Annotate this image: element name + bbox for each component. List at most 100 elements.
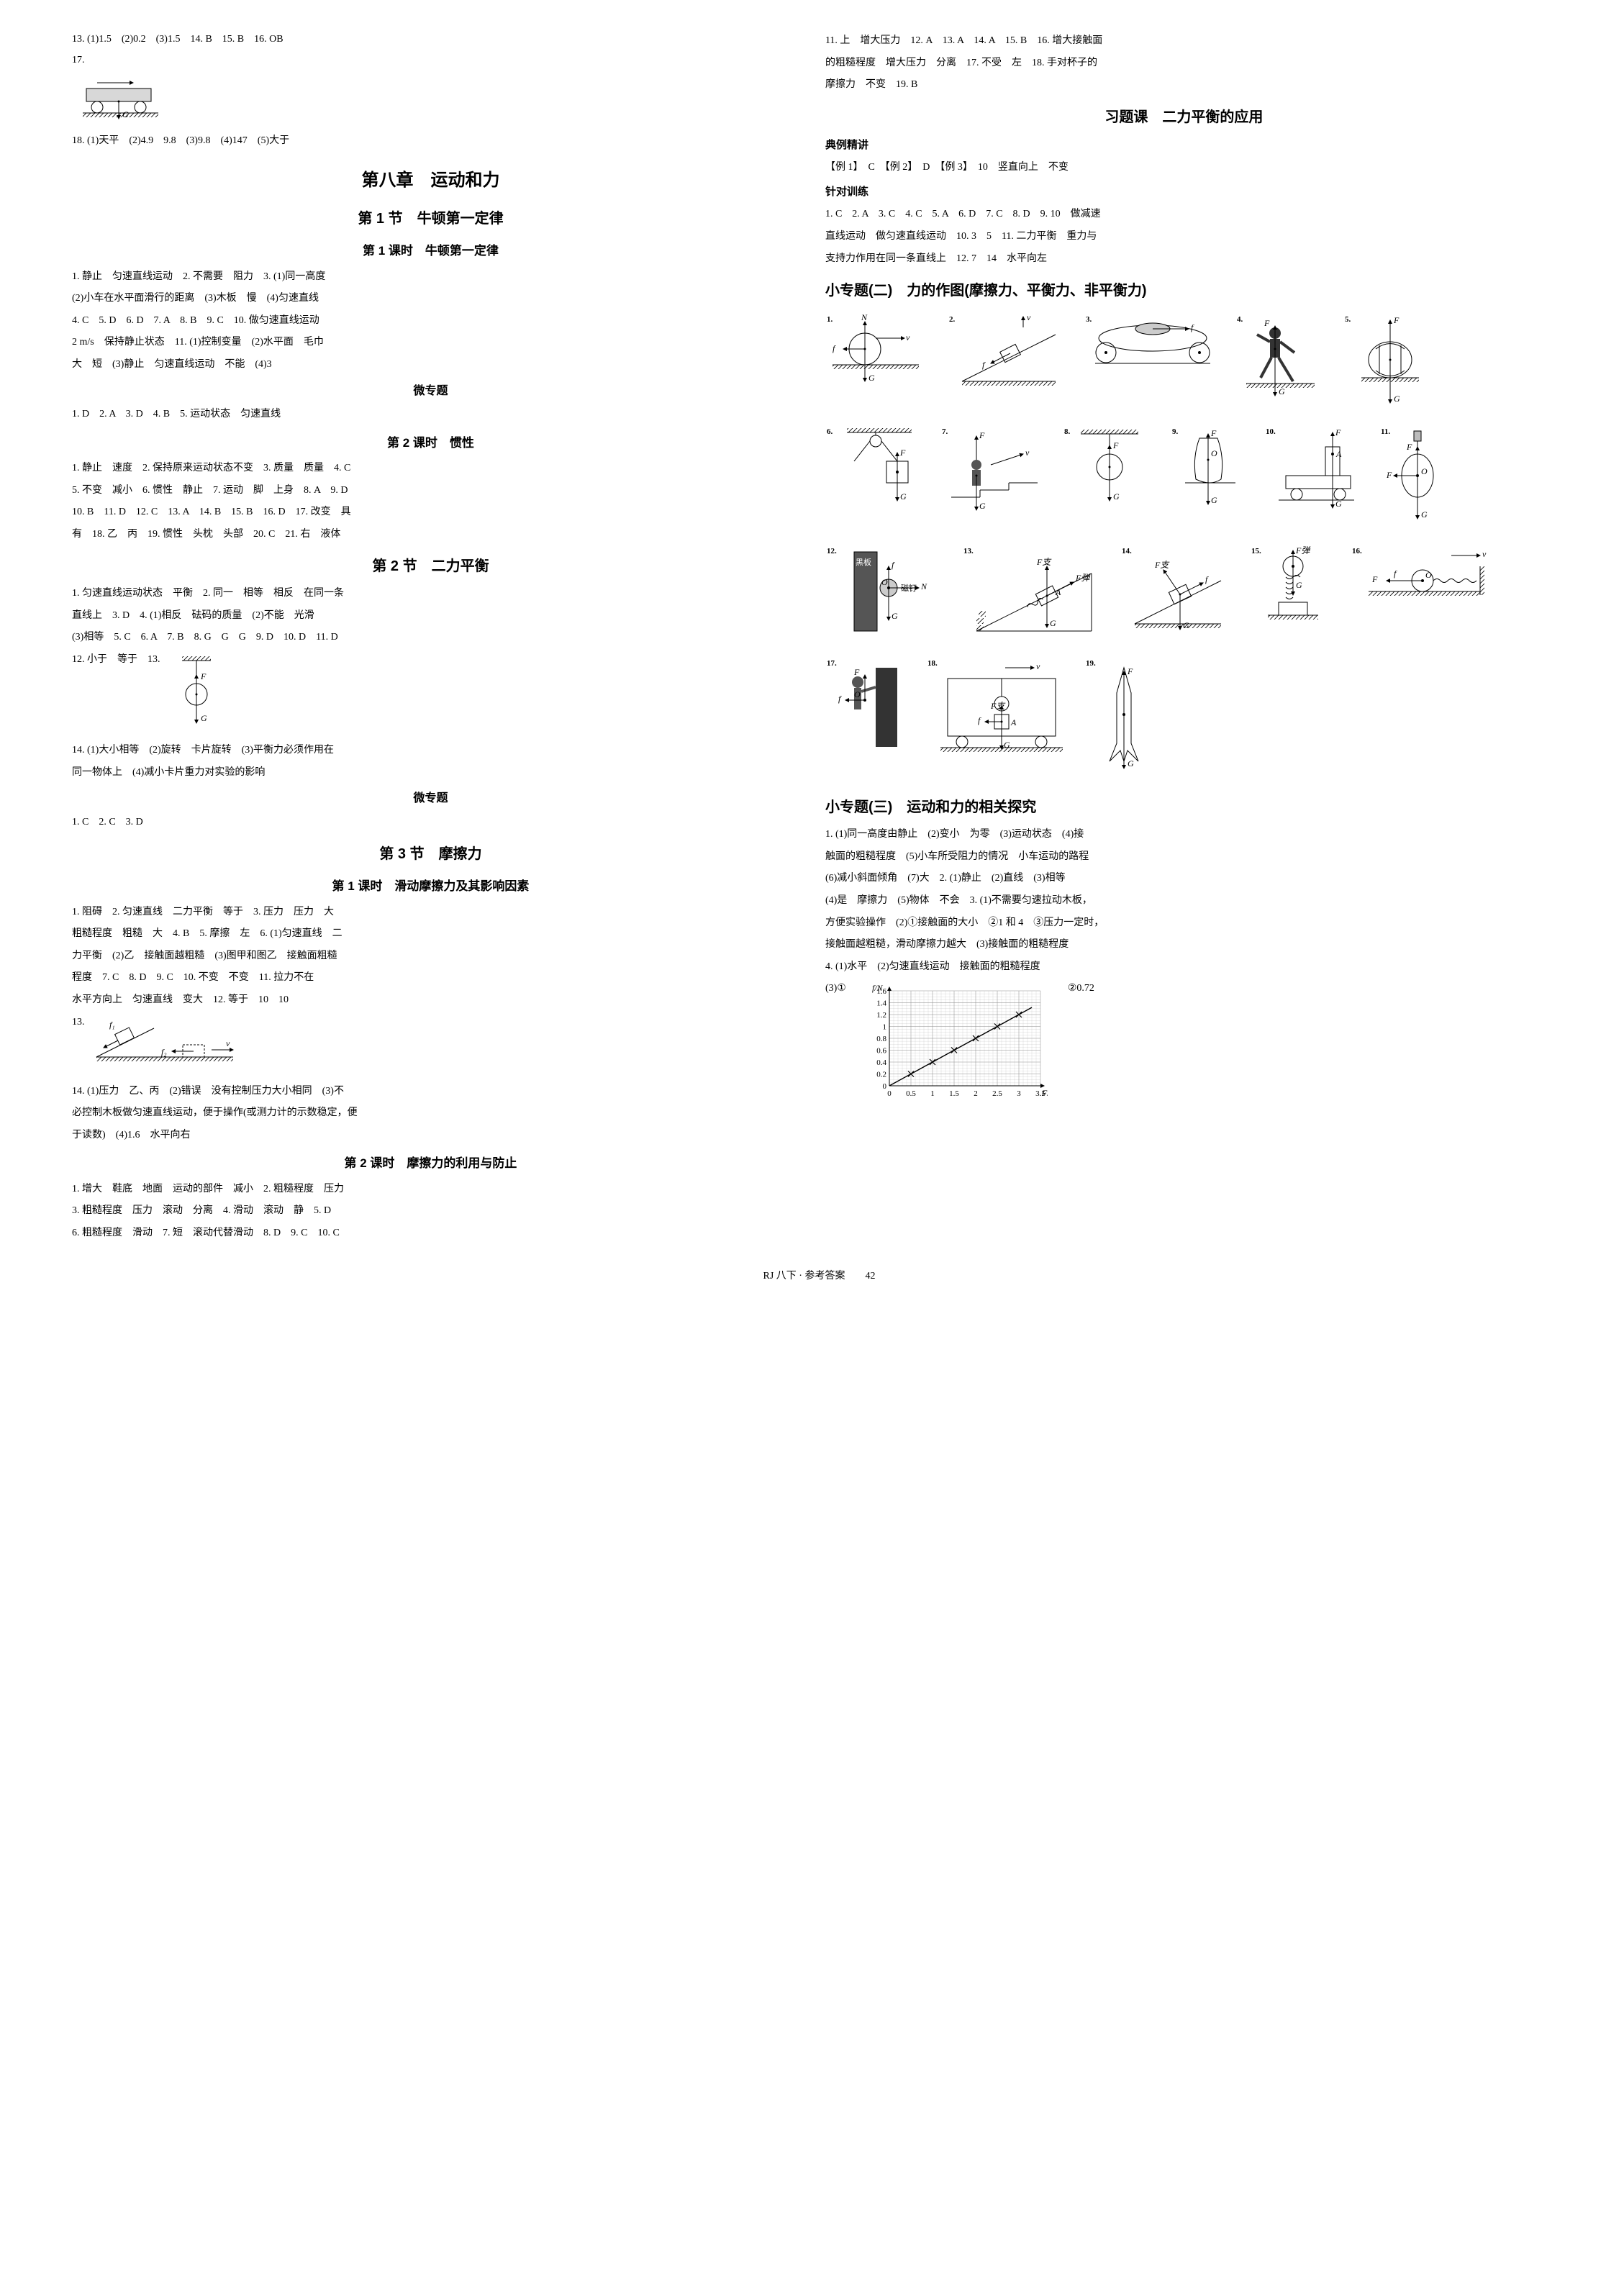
e2: 直线上 3. D 4. (1)相反 砝码的质量 (2)不能 光滑: [72, 607, 789, 626]
zdxl: 针对训练: [825, 182, 1543, 203]
svg-text:1.2: 1.2: [876, 1011, 886, 1020]
e3: (3)相等 5. C 6. A 7. B 8. G G G 9. D 10. D…: [72, 628, 789, 648]
p1-3: 4. C 5. D 6. D 7. A 8. B 9. C 10. 做匀速直线运…: [72, 312, 789, 331]
f3: 力平衡 (2)乙 接触面越粗糙 (3)图甲和图乙 接触面粗糙: [72, 947, 789, 966]
s2: 触面的粗糙程度 (5)小车所受阻力的情况 小车运动的路程: [825, 848, 1543, 867]
ans-13-16: 13. (1)1.5 (2)0.2 (3)1.5 14. B 15. B 16.…: [72, 30, 789, 50]
svg-text:F支: F支: [1036, 557, 1052, 567]
svg-text:15.: 15.: [1251, 547, 1261, 555]
svg-text:f: f: [838, 694, 842, 704]
s1: 1. (1)同一高度由静止 (2)变小 为零 (3)运动状态 (4)接: [825, 825, 1543, 845]
chapter-8-title: 第八章 运动和力: [72, 164, 789, 197]
e4: 12. 小于 等于 13.: [72, 650, 160, 670]
svg-text:v: v: [1482, 549, 1487, 559]
svg-text:F: F: [1210, 428, 1217, 438]
svg-text:4.: 4.: [1237, 315, 1243, 324]
svg-text:O: O: [1211, 448, 1217, 458]
svg-text:G: G: [1296, 580, 1302, 590]
svg-text:N: N: [861, 313, 868, 322]
svg-text:1.5: 1.5: [949, 1089, 959, 1098]
f9: 于读数) (4)1.6 水平向右: [72, 1126, 789, 1146]
f2: 粗糙程度 粗糙 大 4. B 5. 摩擦 左 6. (1)匀速直线 二: [72, 925, 789, 944]
z2: 直线运动 做匀速直线运动 10. 3 5 11. 二力平衡 重力与: [825, 227, 1543, 247]
s7: 4. (1)水平 (2)匀速直线运动 接触面的粗糙程度: [825, 958, 1543, 977]
svg-text:1: 1: [882, 1023, 886, 1032]
svg-text:O: O: [1425, 570, 1432, 580]
svg-text:11.: 11.: [1381, 427, 1390, 436]
fig-17r: 17. O F f: [825, 657, 912, 758]
svg-text:A: A: [1010, 717, 1017, 727]
s8b: ②0.72: [1068, 979, 1094, 999]
svg-text:F: F: [853, 667, 860, 677]
fig-14: 14. F支 f G: [1120, 545, 1235, 638]
lesson-1-2-title: 第 2 课时 惯性: [72, 432, 789, 455]
s5: 方便实验操作 (2)①接触面的大小 ②1 和 4 ③压力一定时，: [825, 914, 1543, 933]
f6: 13.: [72, 1013, 85, 1033]
e6: 同一物体上 (4)减小卡片重力对实验的影响: [72, 763, 789, 783]
svg-text:G: G: [201, 713, 207, 723]
svg-text:7.: 7.: [942, 427, 948, 436]
lesson-1-1-title: 第 1 课时 牛顿第一定律: [72, 240, 789, 263]
xtk-title: 习题课 二力平衡的应用: [825, 104, 1543, 131]
fig-grid: 1. N v f G 2.: [825, 309, 1543, 784]
svg-text:1.4: 1.4: [876, 999, 886, 1008]
svg-text:f: f: [833, 343, 836, 353]
fig-9: 9. O F G: [1171, 425, 1250, 519]
r2: 的粗糙程度 增大压力 分离 17. 不受 左 18. 手对杯子的: [825, 54, 1543, 73]
svg-text:0: 0: [882, 1082, 886, 1091]
ans-17-label: 17.: [72, 51, 789, 71]
svg-text:G: G: [1211, 495, 1217, 505]
fig-15: 15. F弹 G: [1250, 545, 1336, 638]
f5: 水平方向上 匀速直线 变大 12. 等于 10 10: [72, 991, 789, 1010]
right-column: 11. 上 增大压力 12. A 13. A 14. A 15. B 16. 增…: [825, 29, 1543, 1246]
fig-19: 19. F G: [1084, 657, 1163, 779]
svg-text:3.: 3.: [1086, 315, 1092, 324]
svg-text:0.6: 0.6: [876, 1047, 886, 1056]
svg-text:13.: 13.: [963, 547, 974, 555]
svg-text:f: f: [1394, 568, 1397, 579]
h2: 3. 粗糙程度 压力 滚动 分离 4. 滑动 滚动 静 5. D: [72, 1202, 789, 1221]
svg-text:10.: 10.: [1266, 427, 1276, 436]
svg-text:0.2: 0.2: [876, 1071, 886, 1079]
svg-text:O: O: [881, 577, 888, 587]
svg-text:17.: 17.: [827, 659, 837, 668]
svg-text:f: f: [978, 715, 981, 725]
svg-text:6.: 6.: [827, 427, 833, 436]
svg-text:F: F: [979, 430, 985, 440]
fig-f13: f₁ f₂ v: [89, 1017, 248, 1075]
svg-text:G: G: [1113, 491, 1120, 502]
svg-text:F: F: [1406, 442, 1412, 452]
svg-text:黑板: 黑板: [856, 557, 871, 567]
svg-text:1.: 1.: [827, 315, 833, 324]
xzt2-title: 小专题(二) 力的作图(摩擦力、平衡力、非平衡力): [825, 277, 1543, 304]
fig-1: 1. N v f G: [825, 313, 933, 392]
svg-text:f: f: [1191, 322, 1194, 332]
lesson-3-1-title: 第 1 课时 滑动摩擦力及其影响因素: [72, 875, 789, 898]
fig-4: 4. F G: [1235, 313, 1329, 407]
e1: 1. 匀速直线运动状态 平衡 2. 同一 相等 相反 在同一条: [72, 584, 789, 604]
svg-text:G: G: [1279, 386, 1285, 396]
svg-text:G: G: [892, 611, 898, 621]
svg-text:14.: 14.: [1122, 547, 1132, 555]
sec-1-title: 第 1 节 牛顿第一定律: [72, 205, 789, 232]
h1: 1. 增大 鞋底 地面 运动的部件 减小 2. 粗糙程度 压力: [72, 1180, 789, 1199]
fig-5: 5. F G: [1343, 313, 1437, 414]
svg-text:F: F: [899, 448, 906, 458]
svg-text:F: F: [1335, 427, 1341, 437]
svg-text:f/N: f/N: [872, 984, 884, 993]
m1: 1. D 2. A 3. D 4. B 5. 运动状态 匀速直线: [72, 405, 789, 425]
g2: 5. 不变 减小 6. 惯性 静止 7. 运动 脚 上身 8. A 9. D: [72, 481, 789, 501]
ans-18: 18. (1)天平 (2)4.9 9.8 (3)9.8 (4)147 (5)大于: [72, 132, 789, 151]
svg-text:F: F: [1386, 470, 1392, 480]
fig-16: 16. v O F f: [1351, 545, 1494, 617]
svg-text:G: G: [1050, 618, 1056, 628]
svg-text:0.8: 0.8: [876, 1035, 886, 1043]
svg-text:f₂: f₂: [161, 1047, 167, 1057]
svg-text:f₁: f₁: [109, 1020, 115, 1030]
fig-17-cart: G: [72, 76, 165, 126]
sec-3-title: 第 3 节 摩擦力: [72, 840, 789, 868]
r1: 11. 上 增大压力 12. A 13. A 14. A 15. B 16. 增…: [825, 32, 1543, 51]
f4: 程度 7. C 8. D 9. C 10. 不变 不变 11. 拉力不在: [72, 969, 789, 988]
fig-13: 13. A F支 F弹 G: [962, 545, 1106, 645]
svg-text:18.: 18.: [927, 659, 938, 668]
